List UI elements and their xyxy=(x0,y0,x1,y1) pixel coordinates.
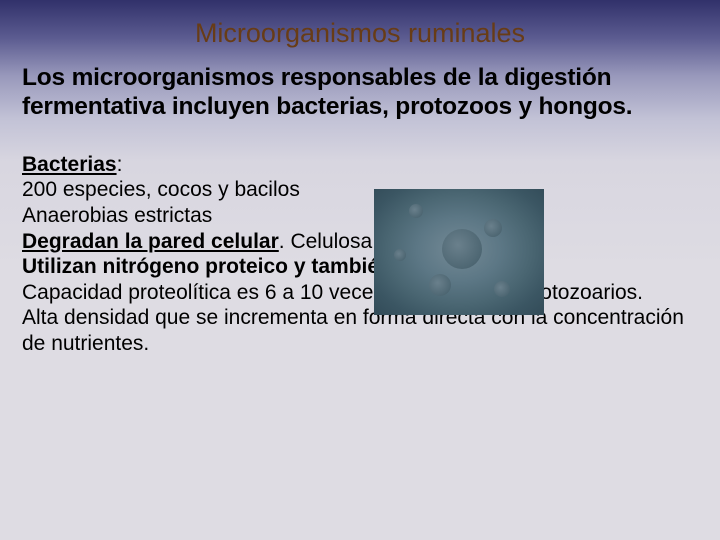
bacterias-line-6: Alta densidad que se incrementa en forma… xyxy=(22,305,698,356)
intro-paragraph: Los microorganismos responsables de la d… xyxy=(22,63,698,122)
slide-title: Microorganismos ruminales xyxy=(22,18,698,49)
bacteria-micrograph-image xyxy=(374,189,544,315)
bacterias-l4-bold: Utilizan nitrógeno proteico y también NH xyxy=(22,255,428,278)
bacterias-heading: Bacterias xyxy=(22,153,117,176)
bacterias-colon: : xyxy=(117,153,123,176)
bacterias-l3-bold: Degradan la pared celular xyxy=(22,230,279,253)
bacterias-line-1: 200 especies, cocos y bacilos xyxy=(22,177,698,203)
bacterias-block: Bacterias: 200 especies, cocos y bacilos… xyxy=(22,152,698,357)
bacterias-line-5: Capacidad proteolítica es 6 a 10 veces s… xyxy=(22,280,698,306)
slide: Microorganismos ruminales Los microorgan… xyxy=(0,0,720,540)
bacterias-line-2: Anaerobias estrictas xyxy=(22,203,698,229)
bacterias-line-3: Degradan la pared celular. Celulosa y he… xyxy=(22,229,698,255)
bacterias-heading-line: Bacterias: xyxy=(22,152,698,178)
bacterias-line-4: Utilizan nitrógeno proteico y también NH… xyxy=(22,254,698,280)
